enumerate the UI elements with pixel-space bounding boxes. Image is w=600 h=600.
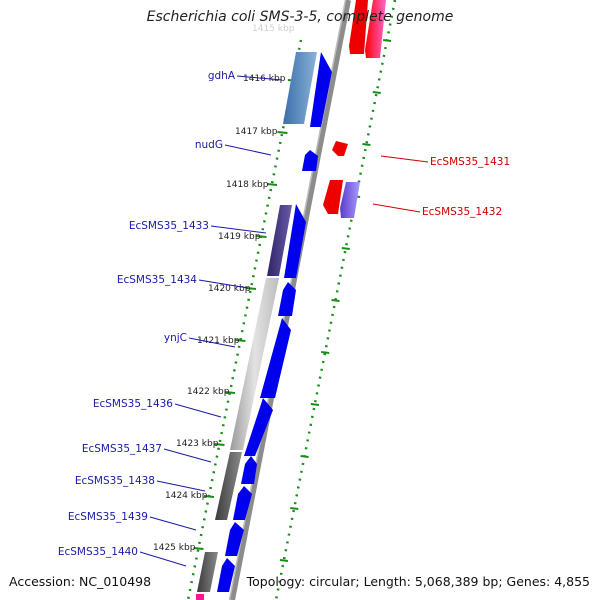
gene-label-EcSMS35_1431[interactable]: EcSMS35_1431 [430, 156, 510, 168]
gene-arrow-top-red[interactable] [349, 0, 368, 54]
gene-arrow-ynjC[interactable] [260, 318, 291, 398]
kbp-label: 1420 kbp [208, 284, 251, 294]
feature-shading-band [197, 52, 317, 592]
kbp-label: 1416 kbp [243, 74, 286, 84]
gene-label-EcSMS35_1432[interactable]: EcSMS35_1432 [422, 206, 502, 218]
map-title: Escherichia coli SMS-3-5, complete genom… [146, 9, 454, 25]
kbp-major-ticks [193, 79, 299, 550]
gene-label-EcSMS35_1437[interactable]: EcSMS35_1437 [82, 443, 162, 455]
gene-arrow-EcSMS35_1433[interactable] [284, 204, 306, 278]
outer-tick [382, 39, 392, 42]
outer-tick [310, 403, 319, 406]
kbp-tick [266, 183, 278, 186]
gene-label-EcSMS35_1434[interactable]: EcSMS35_1434 [117, 274, 197, 286]
gene-label-gdhA[interactable]: gdhA [208, 70, 236, 82]
outer-tick [321, 351, 330, 354]
outer-tick [331, 299, 340, 302]
gene-arrow-gdhA[interactable] [310, 52, 332, 127]
outer-tick [341, 247, 350, 250]
gene-arrow-EcSMS35_1431[interactable] [332, 141, 348, 156]
reverse-gene-arrows [323, 0, 386, 218]
reverse-callout-lines [372, 155, 429, 213]
outer-tick [300, 455, 309, 458]
gene-label-EcSMS35_1440[interactable]: EcSMS35_1440 [58, 546, 138, 558]
kbp-label: 1421 kbp [197, 336, 240, 346]
gene-label-nudG[interactable]: nudG [195, 139, 223, 151]
outer-tick [362, 143, 371, 146]
reverse-gene-labels: EcSMS35_1431 EcSMS35_1432 [422, 156, 510, 218]
gene-label-EcSMS35_1438[interactable]: EcSMS35_1438 [75, 475, 155, 487]
gene-arrow-EcSMS35_1432-b[interactable] [340, 182, 360, 218]
bottom-gene-fragment [196, 594, 204, 600]
outer-minor-ticks [279, 39, 392, 562]
kbp-tick [224, 391, 236, 394]
kbp-tick [235, 339, 246, 342]
gene-arrow-EcSMS35_1436[interactable] [244, 398, 273, 456]
gene-arrow-EcSMS35_1434[interactable] [278, 282, 296, 316]
genome-summary-text: Topology: circular; Length: 5,068,389 bp… [246, 574, 590, 589]
forward-gene-labels: gdhA nudG EcSMS35_1433 EcSMS35_1434 ynjC… [58, 70, 236, 558]
outer-tick [290, 507, 299, 510]
gene-arrow-nudG[interactable] [302, 150, 318, 171]
kbp-tick [203, 495, 215, 498]
kbp-tick [256, 235, 267, 238]
gene-arrow-top-pink[interactable] [365, 0, 386, 58]
kbp-label: 1419 kbp [218, 232, 261, 242]
kbp-label: 1425 kbp [153, 543, 196, 553]
gene-arrow-EcSMS35_1432-a[interactable] [323, 180, 343, 214]
gene-arrow-EcSMS35_1440[interactable] [217, 558, 235, 592]
gene-arrow-EcSMS35_1438[interactable] [233, 486, 252, 520]
kbp-label: 1417 kbp [235, 127, 278, 137]
gene-label-EcSMS35_1439[interactable]: EcSMS35_1439 [68, 511, 148, 523]
kbp-tick [193, 547, 204, 550]
gene-label-ynjC[interactable]: ynjC [164, 332, 187, 344]
forward-gene-arrows [217, 52, 332, 592]
kbp-label: 1418 kbp [226, 180, 269, 190]
kbp-label: 1423 kbp [176, 439, 219, 449]
kbp-tick [214, 443, 225, 446]
kbp-label: 1424 kbp [165, 491, 208, 501]
forward-callout-lines [139, 75, 283, 567]
gene-arrow-EcSMS35_1437[interactable] [241, 456, 257, 484]
accession-text: Accession: NC_010498 [9, 574, 152, 589]
kbp-tick [277, 131, 288, 134]
outer-tick [372, 91, 381, 94]
kbp-labels: 1416 kbp 1417 kbp 1418 kbp 1419 kbp 1420… [153, 74, 286, 553]
kbp-label: 1422 kbp [187, 387, 230, 397]
gene-label-EcSMS35_1436[interactable]: EcSMS35_1436 [93, 398, 173, 410]
outer-tick [279, 559, 289, 562]
faded-kbp-label: 1415 kbp [252, 24, 295, 34]
gene-label-EcSMS35_1433[interactable]: EcSMS35_1433 [129, 220, 209, 232]
gene-arrow-EcSMS35_1439[interactable] [225, 522, 244, 556]
